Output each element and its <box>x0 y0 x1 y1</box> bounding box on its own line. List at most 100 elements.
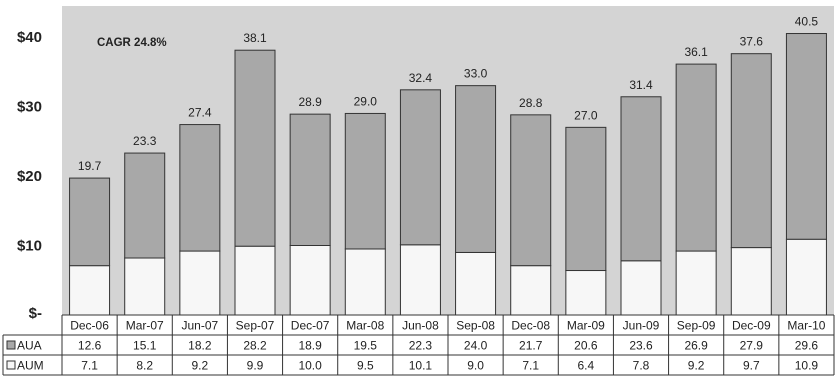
total-label: 29.0 <box>354 94 378 108</box>
bar-aua <box>565 126 607 272</box>
table-cell-aua: 20.6 <box>574 339 598 353</box>
bar-aua <box>510 114 552 267</box>
total-label: 28.9 <box>298 95 322 109</box>
total-label: 37.6 <box>740 35 764 49</box>
total-label: 27.4 <box>188 106 212 120</box>
total-label: 19.7 <box>78 159 102 173</box>
legend-swatch-aua <box>6 340 16 350</box>
bar-aua <box>124 152 166 259</box>
table-cell-aum: 9.5 <box>357 359 374 373</box>
table-cell-aua: 18.9 <box>298 339 322 353</box>
table-cell-aum: 6.4 <box>578 359 595 373</box>
y-tick-label: $40 <box>17 29 42 46</box>
x-tick-label: Sep-09 <box>677 319 716 333</box>
x-tick-label: Sep-07 <box>236 319 275 333</box>
table-cell-aua: 26.9 <box>684 339 708 353</box>
table-cell-aum: 10.9 <box>795 359 819 373</box>
table-cell-aum: 9.0 <box>467 359 484 373</box>
bar-aum <box>675 250 717 316</box>
legend-swatch-aum <box>6 360 16 370</box>
bar-aum <box>179 250 221 316</box>
table-cell-aua: 23.6 <box>629 339 653 353</box>
total-label: 23.3 <box>133 134 157 148</box>
bar-aum <box>785 238 827 316</box>
table-cell-aua: 18.2 <box>188 339 212 353</box>
bar-aua <box>730 53 772 249</box>
bars <box>69 33 827 316</box>
table-cell-aua: 22.3 <box>409 339 433 353</box>
x-tick-label: Jun-08 <box>402 319 439 333</box>
x-tick-label: Mar-10 <box>787 319 825 333</box>
total-label: 36.1 <box>684 45 708 59</box>
bar-aua <box>234 49 276 247</box>
legend-label-aua: AUA <box>17 339 42 353</box>
bar-aua <box>620 96 662 262</box>
total-label: 40.5 <box>795 15 819 29</box>
table-cell-aua: 19.5 <box>354 339 378 353</box>
plot-area <box>62 6 834 315</box>
table-cell-aua: 28.2 <box>243 339 267 353</box>
table-cell-aum: 9.2 <box>192 359 209 373</box>
total-labels: 19.7 23.3 27.4 38.1 28.9 29.0 32.4 33.0 28.8 27.0… <box>78 15 819 174</box>
table-cell-aum: 10.0 <box>298 359 322 373</box>
bar-aua <box>455 85 497 253</box>
total-label: 32.4 <box>409 71 433 85</box>
total-label: 31.4 <box>629 78 653 92</box>
table-cell-aum: 7.1 <box>522 359 539 373</box>
table-cell-aum: 9.9 <box>247 359 264 373</box>
table-cell-aum: 7.1 <box>81 359 98 373</box>
bar-aum <box>455 251 497 316</box>
bar-aum <box>234 245 276 316</box>
data-table: Dec-06 Mar-07 Jun-07 Sep-07 Dec-07 Mar-08 Jun-… <box>2 314 835 376</box>
table-cell-aum: 10.1 <box>409 359 433 373</box>
table-cell-aua: 15.1 <box>133 339 157 353</box>
bar-aum <box>344 248 386 316</box>
table-cell-aua: 24.0 <box>464 339 488 353</box>
cagr-annotation: CAGR 24.8% <box>97 37 167 49</box>
x-tick-label: Dec-09 <box>732 319 771 333</box>
total-label: 27.0 <box>574 108 598 122</box>
total-label: 28.8 <box>519 96 543 110</box>
bar-aua <box>344 112 386 250</box>
table-cell-aua: 12.6 <box>78 339 102 353</box>
table-cell-aua: 29.6 <box>795 339 819 353</box>
bar-aua <box>399 89 441 246</box>
table-cell-aum: 9.2 <box>688 359 705 373</box>
table-cell-aum: 8.2 <box>136 359 153 373</box>
x-tick-label: Mar-07 <box>126 319 164 333</box>
bar-aum <box>399 244 441 316</box>
y-tick-label: $- <box>29 305 42 322</box>
x-tick-label: Mar-09 <box>567 319 605 333</box>
y-tick-label: $30 <box>17 99 42 116</box>
y-tick-label: $20 <box>17 168 42 185</box>
total-label: 33.0 <box>464 67 488 81</box>
legend-label-aum: AUM <box>17 359 44 373</box>
table-cell-aum: 9.7 <box>743 359 760 373</box>
table-cell-aua: 21.7 <box>519 339 543 353</box>
y-tick-label: $10 <box>17 238 42 255</box>
x-tick-label: Jun-07 <box>182 319 219 333</box>
table-cell-aua: 27.9 <box>740 339 764 353</box>
bar-aua <box>179 124 221 252</box>
bar-aum <box>565 270 607 316</box>
bar-aua <box>785 33 827 240</box>
bar-aua <box>289 113 331 246</box>
x-tick-label: Mar-08 <box>346 319 384 333</box>
y-axis: $- $10 $20 $30 $40 <box>17 29 42 322</box>
bar-aum <box>69 265 111 316</box>
bar-aum <box>730 247 772 316</box>
x-tick-label: Sep-08 <box>456 319 495 333</box>
x-tick-label: Jun-09 <box>623 319 660 333</box>
bar-aum <box>620 260 662 316</box>
x-tick-label: Dec-08 <box>511 319 550 333</box>
bar-aum <box>289 245 331 316</box>
bar-aum <box>510 265 552 316</box>
x-tick-label: Dec-07 <box>291 319 330 333</box>
bar-aua <box>675 63 717 252</box>
total-label: 38.1 <box>243 31 267 45</box>
bar-aum <box>124 257 166 316</box>
bar-aua <box>69 177 111 267</box>
table-cell-aum: 7.8 <box>633 359 650 373</box>
x-tick-label: Dec-06 <box>70 319 109 333</box>
